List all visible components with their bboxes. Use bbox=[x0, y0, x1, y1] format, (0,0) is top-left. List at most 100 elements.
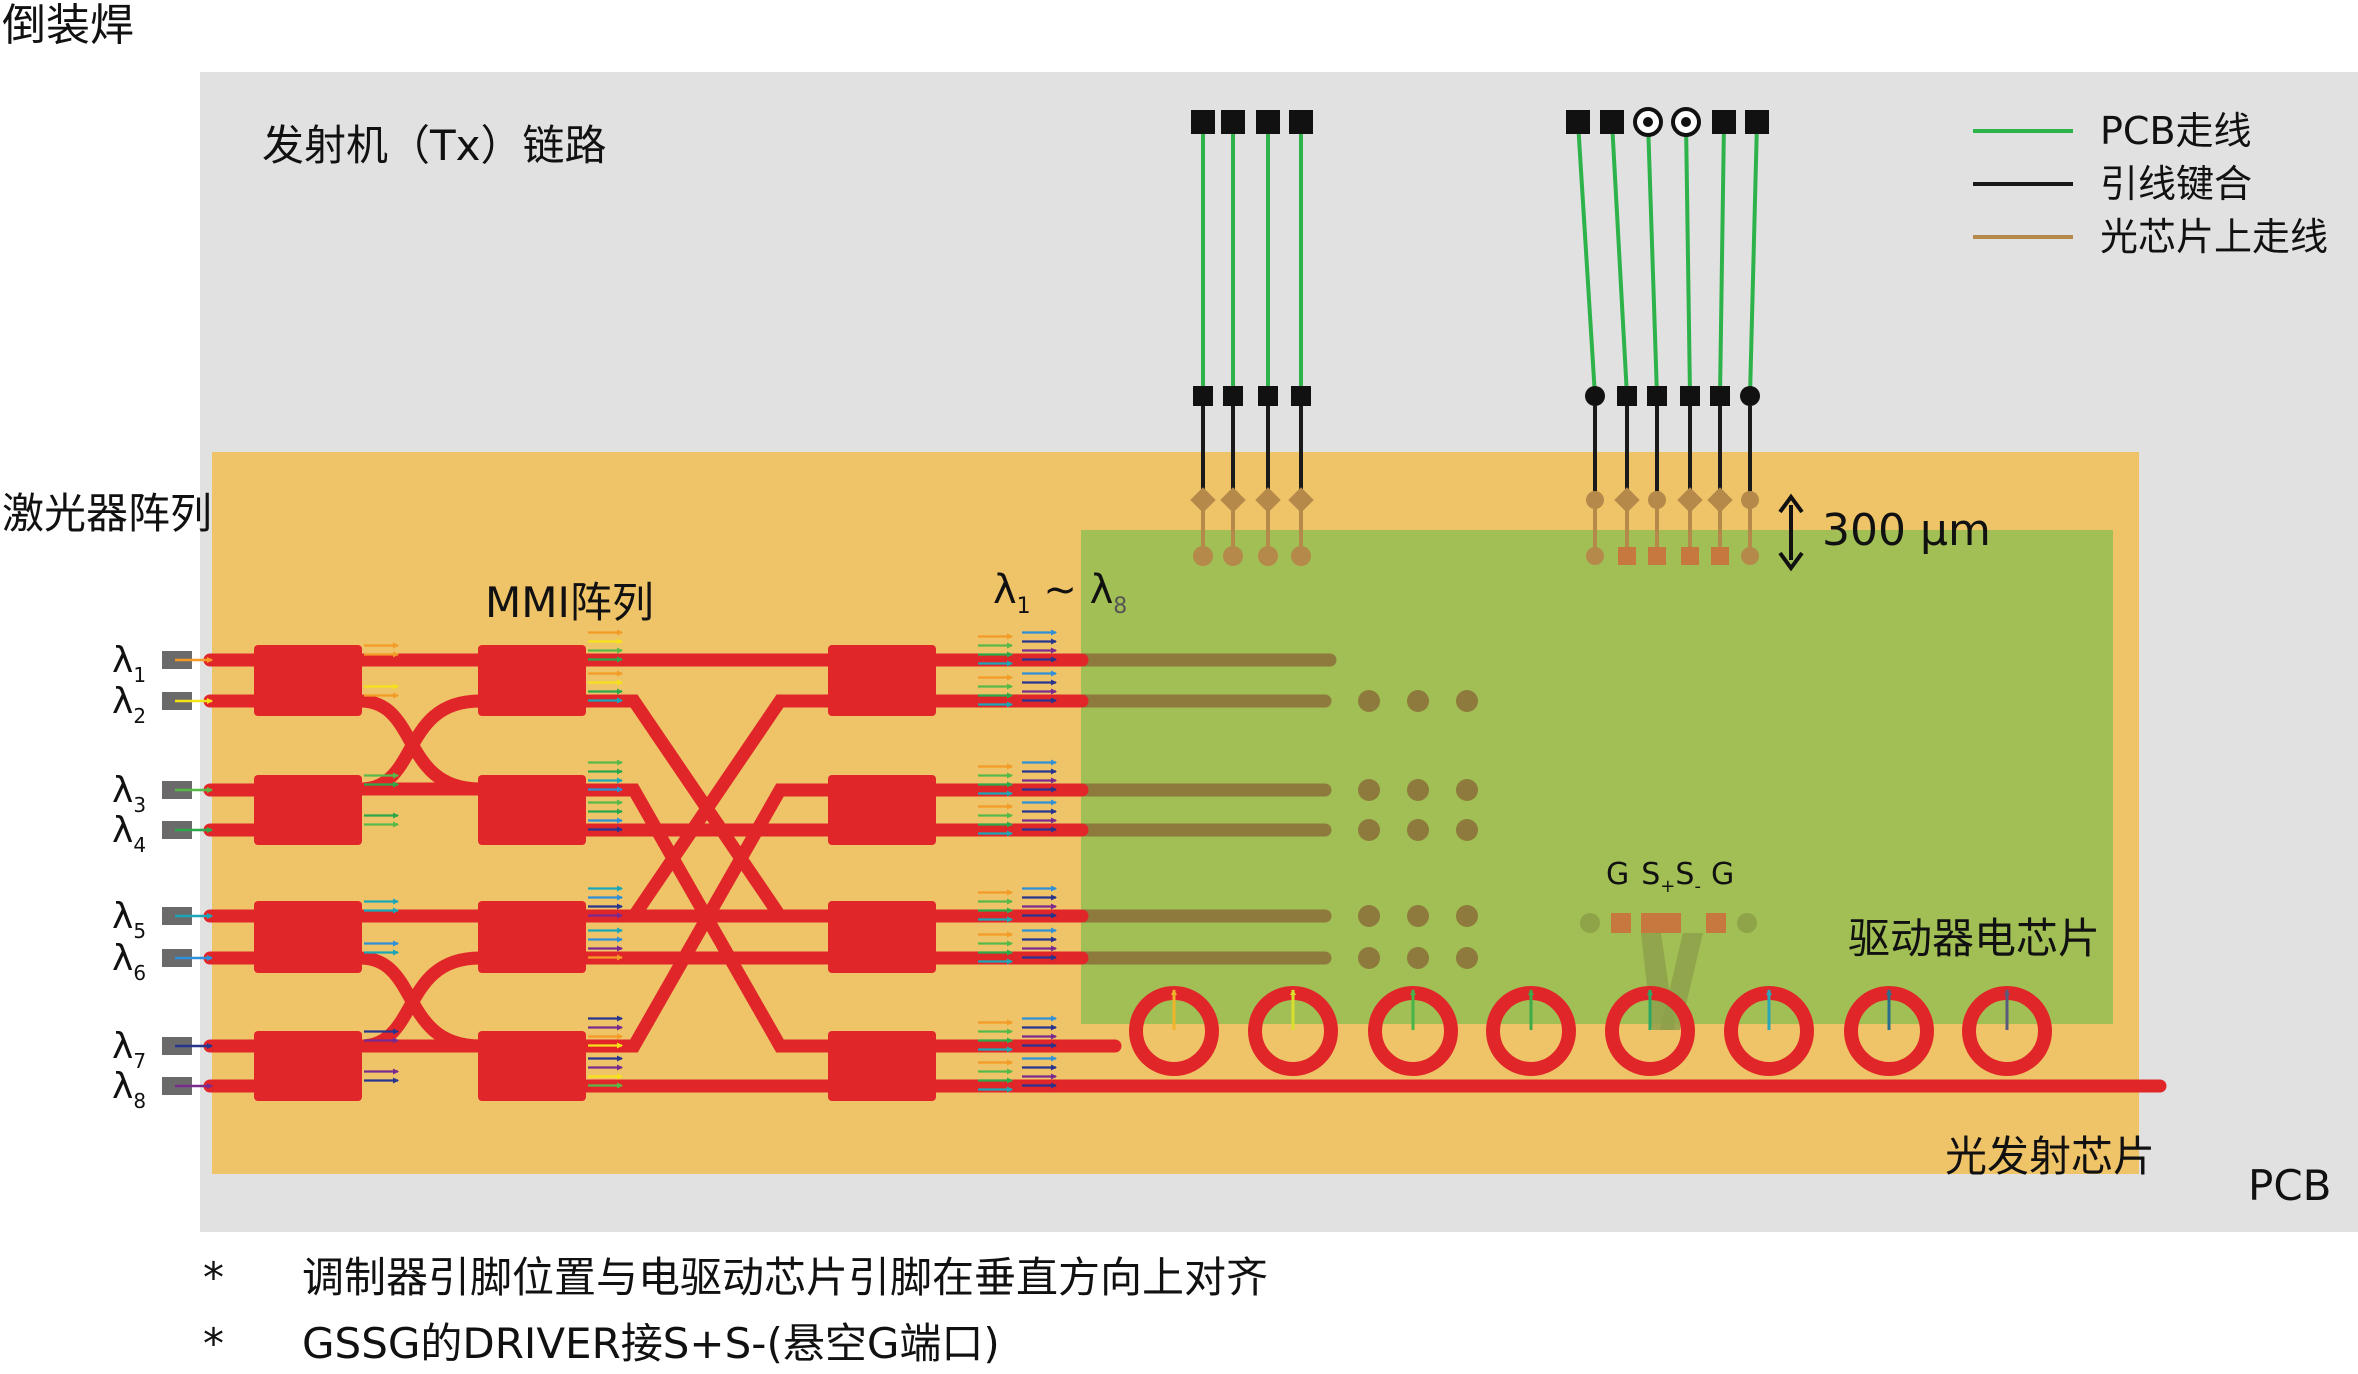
gssg-pad-s3 bbox=[1661, 913, 1681, 933]
driver-pad-2-0 bbox=[1358, 819, 1380, 841]
driver-pad-right-4 bbox=[1681, 547, 1699, 565]
mmi-1-3 bbox=[254, 901, 362, 973]
driver-pad-0-0 bbox=[1358, 690, 1380, 712]
pcb-pad-top-left-3 bbox=[1256, 110, 1280, 134]
mmi-2-2 bbox=[478, 775, 586, 845]
ring-modulators bbox=[1129, 986, 2052, 1076]
mmi-array bbox=[254, 645, 936, 1101]
driver-pad-right-6 bbox=[1741, 547, 1759, 565]
driver-pad-1-1 bbox=[1407, 779, 1429, 801]
chip-pad-right-3 bbox=[1648, 491, 1666, 509]
legend-label-pcb-trace: PCB走线 bbox=[2100, 109, 2252, 153]
laser-array-label: 激光器阵列 bbox=[2, 489, 212, 538]
gssg-label: G S+S- G bbox=[1606, 857, 1734, 897]
pcb-pad-right-3 bbox=[1647, 386, 1667, 406]
gssg-pad-s4 bbox=[1706, 913, 1726, 933]
mmi-3-3 bbox=[828, 901, 936, 973]
driver-pad-right-3 bbox=[1648, 547, 1666, 565]
pcb-pad-right-1 bbox=[1585, 386, 1605, 406]
note-bullet-2: * bbox=[203, 1319, 224, 1368]
pcb-trace-right-1 bbox=[1576, 121, 1597, 397]
pcb-trace-right-3 bbox=[1646, 121, 1659, 397]
driver-pad-2-1 bbox=[1407, 819, 1429, 841]
gssg-pad-s2 bbox=[1641, 913, 1661, 933]
laser-label-8: λ8 bbox=[112, 1066, 146, 1113]
laser-label-1: λ1 bbox=[112, 640, 146, 687]
driver-pad-1-2 bbox=[1456, 779, 1478, 801]
pcb-trace-right-2 bbox=[1610, 121, 1629, 397]
optical-tx-chip-label: 光发射芯片 bbox=[1945, 1132, 2155, 1181]
pcb-pad-right-4 bbox=[1680, 386, 1700, 406]
pcb-pad-top-left-1 bbox=[1191, 110, 1215, 134]
chip-traces bbox=[1075, 653, 1337, 965]
pcb-pad-top-left-4 bbox=[1289, 110, 1313, 134]
mmi-1-1 bbox=[254, 645, 362, 716]
driver-pad-right-2 bbox=[1618, 547, 1636, 565]
driver-pad-2-2 bbox=[1456, 819, 1478, 841]
mmi-3-4 bbox=[828, 1031, 936, 1101]
pcb-trace-right-6 bbox=[1748, 121, 1759, 397]
pcb-pad-top-ring-core-4 bbox=[1681, 117, 1691, 127]
mmi-2-3 bbox=[478, 901, 586, 973]
pcb-pad-right-2 bbox=[1617, 386, 1637, 406]
laser-label-5: λ5 bbox=[112, 896, 146, 943]
note-bullet-1: * bbox=[203, 1253, 224, 1302]
mmi-2-4 bbox=[478, 1031, 586, 1101]
wavelength-range-label: λ1 ~ λ8 bbox=[993, 567, 1127, 619]
laser-label-7: λ7 bbox=[112, 1026, 146, 1073]
chip-pad-gear-left-4 bbox=[1291, 546, 1311, 566]
pcb-label: PCB bbox=[2248, 1161, 2331, 1210]
driver-pad-right-1 bbox=[1586, 547, 1604, 565]
legend-label-chip-trace: 光芯片上走线 bbox=[2100, 215, 2328, 259]
pcb-pad-right-6 bbox=[1740, 386, 1760, 406]
pcb-pad-top-right-1 bbox=[1566, 110, 1590, 134]
mmi-3-2 bbox=[828, 775, 936, 845]
legend-label-wire-bond: 引线键合 bbox=[2100, 162, 2252, 206]
mmi-3-1 bbox=[828, 645, 936, 716]
pcb-pad-left-3 bbox=[1258, 386, 1278, 406]
driver-chip-label: 驱动器电芯片 bbox=[1848, 914, 2100, 963]
chip-pad-right-1 bbox=[1586, 491, 1604, 509]
pcb-pad-top-right-2 bbox=[1600, 110, 1624, 134]
chip-pad-gear-left-2 bbox=[1223, 546, 1243, 566]
mmi-1-4 bbox=[254, 1031, 362, 1101]
dimension-arrow bbox=[1778, 493, 1804, 572]
mmi-2-1 bbox=[478, 645, 586, 716]
driver-pad-3-1 bbox=[1407, 905, 1429, 927]
chip-pad-right-6 bbox=[1741, 491, 1759, 509]
driver-pad-4-1 bbox=[1407, 947, 1429, 969]
pcb-trace-right-4 bbox=[1684, 121, 1692, 397]
chip-pad-gear-left-1 bbox=[1193, 546, 1213, 566]
wg-s1-cross-b-1 bbox=[353, 951, 487, 1053]
driver-pad-0-1 bbox=[1407, 690, 1429, 712]
note-text-2: GSSG的DRIVER接S+S-(悬空G端口) bbox=[302, 1319, 1000, 1368]
driver-pad-1-0 bbox=[1358, 779, 1380, 801]
chip-pad-gear-left-3 bbox=[1258, 546, 1278, 566]
pcb-pad-top-left-2 bbox=[1221, 110, 1245, 134]
gssg-pad-g1 bbox=[1580, 913, 1600, 933]
driver-chip bbox=[1081, 530, 2113, 1024]
driver-pad-4-2 bbox=[1456, 947, 1478, 969]
dimension-label: 300 μm bbox=[1822, 505, 1991, 556]
note-text-1: 调制器引脚位置与电驱动芯片引脚在垂直方向上对齐 bbox=[302, 1253, 1268, 1302]
pcb-pad-right-5 bbox=[1710, 386, 1730, 406]
pcb-pad-left-2 bbox=[1223, 386, 1243, 406]
laser-label-3: λ3 bbox=[112, 770, 146, 817]
driver-pad-4-0 bbox=[1358, 947, 1380, 969]
mmi-array-label: MMI阵列 bbox=[485, 578, 654, 627]
laser-label-6: λ6 bbox=[112, 938, 146, 985]
link-label: 发射机（Tx）链路 bbox=[262, 121, 607, 170]
mmi-1-2 bbox=[254, 775, 362, 845]
page-title: 倒装焊 bbox=[2, 0, 134, 51]
driver-pad-3-0 bbox=[1358, 905, 1380, 927]
driver-pad-right-5 bbox=[1711, 547, 1729, 565]
laser-label-4: λ4 bbox=[112, 810, 146, 857]
laser-array bbox=[162, 651, 213, 1095]
pcb-pad-left-1 bbox=[1193, 386, 1213, 406]
wavelength-arrows bbox=[364, 629, 1057, 1093]
pcb-pad-top-ring-core-3 bbox=[1643, 117, 1653, 127]
driver-pad-0-2 bbox=[1456, 690, 1478, 712]
